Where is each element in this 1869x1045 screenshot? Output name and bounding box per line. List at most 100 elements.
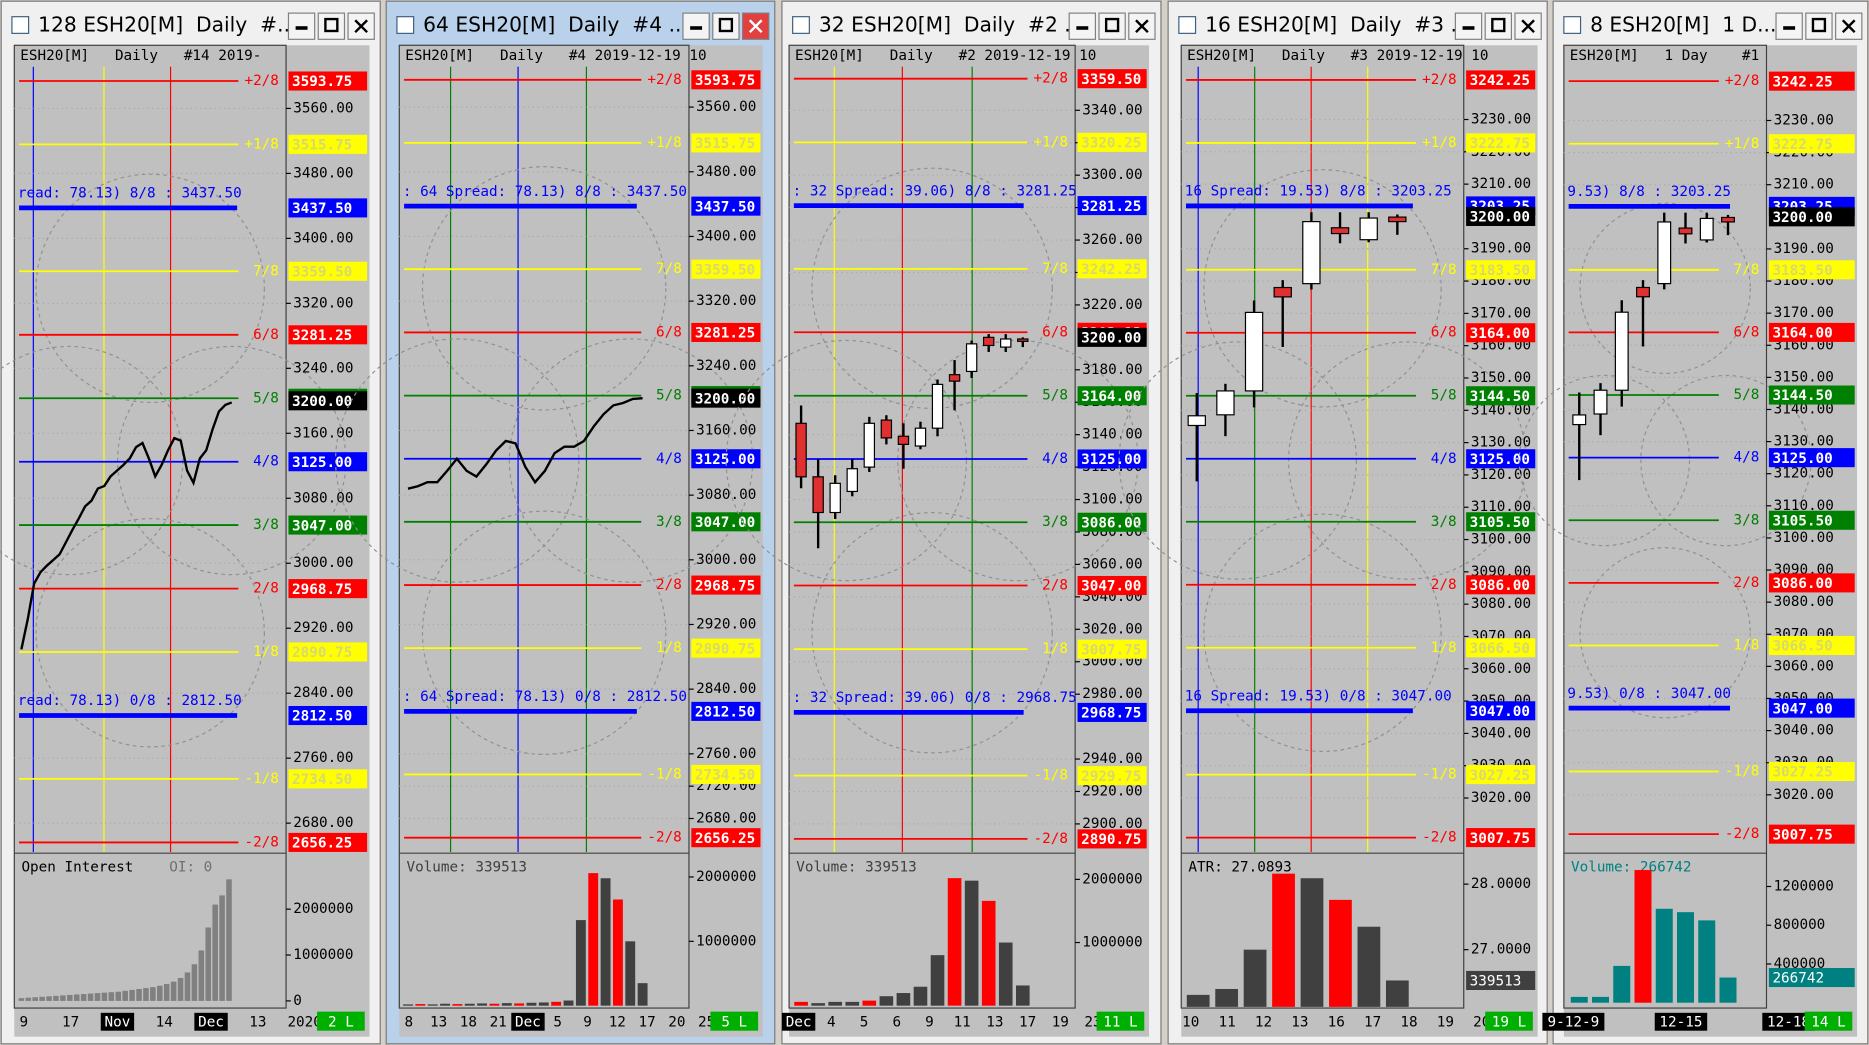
- level-label: 5/8: [656, 388, 682, 404]
- lower-tag: [1768, 967, 1855, 988]
- lower-tag-label: 339513: [1470, 974, 1522, 990]
- maximize-button[interactable]: [1098, 12, 1126, 40]
- price-tag-label: 3222.75: [1772, 137, 1832, 153]
- y-tick-label: 3080.00: [696, 487, 756, 503]
- price-tag: [1077, 702, 1147, 722]
- x-tick-label: Dec: [786, 1014, 812, 1030]
- title-icon: [11, 16, 30, 34]
- x-tick-label: 19: [1437, 1014, 1454, 1030]
- price-tag-label: 3105.50: [1772, 513, 1832, 529]
- volume-bar: [1015, 985, 1030, 1006]
- price-tag-label: 3144.50: [1470, 389, 1530, 405]
- level-label: 6/8: [1042, 324, 1068, 340]
- y-tick-label: 3140.00: [1471, 402, 1531, 418]
- maximize-button[interactable]: [712, 12, 740, 40]
- volume-bar: [67, 994, 73, 1001]
- price-tag-label: 3086.00: [1470, 578, 1530, 594]
- gann-circle: [725, 339, 968, 582]
- candle-body: [1017, 338, 1029, 342]
- candle-body: [948, 374, 961, 382]
- volume-bar: [101, 992, 108, 1001]
- x-tick-label: 5: [553, 1014, 562, 1030]
- volume-bar: [1272, 873, 1295, 1007]
- price-tag: [1768, 385, 1855, 405]
- x-tick-label: 6: [892, 1014, 901, 1030]
- candle-body: [1721, 216, 1735, 223]
- minimize-button[interactable]: [1775, 12, 1803, 40]
- y-tick-label: 3220.00: [1082, 297, 1142, 313]
- price-tag-label: 3593.75: [292, 74, 352, 90]
- price-tag-label: 2929.75: [1081, 769, 1141, 785]
- x-label-highlight: [511, 1012, 545, 1031]
- candle-body: [982, 336, 995, 347]
- candle-body: [795, 422, 807, 478]
- lower-tick-label: 1000000: [293, 947, 353, 963]
- candle-body: [829, 482, 841, 514]
- maximize-button[interactable]: [1805, 12, 1833, 40]
- price-tag-label: 3086.00: [1772, 576, 1832, 592]
- price-tag: [1077, 132, 1147, 152]
- y-tick-label: 3020.00: [1082, 621, 1142, 637]
- status-box: [317, 1011, 365, 1031]
- level-label: +1/8: [1034, 134, 1068, 150]
- close-glyph: [1135, 19, 1149, 34]
- volume-bar: [25, 997, 32, 1001]
- y-tick-label: 3060.00: [1774, 658, 1834, 674]
- status-label: 14 L: [1811, 1014, 1845, 1030]
- maximize-button[interactable]: [1484, 12, 1513, 40]
- current-price-tag: [1077, 327, 1147, 347]
- x-label-highlight: [194, 1012, 228, 1031]
- spread-label: 9.53) 8/8 : 3203.25: [1567, 184, 1731, 200]
- volume-bar: [1329, 899, 1352, 1007]
- chart-header: ESH20[M] Daily #4 2019-12-19 10: [405, 48, 706, 64]
- price-tag-label: 2968.75: [695, 578, 755, 594]
- price-tag: [1466, 575, 1536, 595]
- level-label: 1/8: [656, 640, 682, 656]
- spread-label: : 64 Spread: 78.13) 8/8 : 3437.50: [403, 184, 687, 200]
- volume-bar: [600, 878, 611, 1006]
- level-label: 1/8: [1042, 641, 1068, 657]
- level-label: -2/8: [244, 834, 278, 850]
- y-tick-label: 3040.00: [1774, 723, 1834, 739]
- minimize-glyph: [1462, 26, 1475, 30]
- y-tick-label: 2940.00: [1082, 751, 1142, 767]
- volume-bar: [489, 1003, 500, 1006]
- gann-circle: [334, 338, 580, 583]
- volume-bar: [811, 1003, 825, 1006]
- y-tick-label: 3020.00: [1471, 790, 1531, 806]
- price-tag-label: 3281.25: [695, 326, 755, 342]
- price-tag-label: 2968.75: [1081, 706, 1141, 722]
- lower-panel-label: Volume: 266742: [1571, 859, 1692, 875]
- y-tick-label: 2840.00: [696, 681, 756, 697]
- y-tick-label: 3210.00: [1471, 176, 1531, 192]
- y-tick-label: 3340.00: [1082, 102, 1142, 118]
- candle-body: [1216, 390, 1235, 416]
- maximize-button[interactable]: [317, 12, 346, 40]
- price-tag: [1466, 323, 1536, 343]
- y-tick-label: 3160.00: [696, 422, 756, 438]
- price-tag: [1768, 510, 1855, 530]
- lower-tick-label: 1000000: [696, 933, 756, 949]
- volume-bar: [94, 993, 101, 1001]
- lower-tick-label: 1200000: [1774, 878, 1834, 894]
- candle-body: [1302, 221, 1321, 285]
- level-label: 3/8: [656, 514, 682, 530]
- x-label-highlight: [1654, 1012, 1708, 1031]
- level-label: 1/8: [1431, 640, 1457, 656]
- price-tag: [1077, 575, 1147, 596]
- minimize-glyph: [690, 26, 703, 30]
- level-label: -2/8: [1422, 830, 1456, 846]
- price-tag-label: 3007.75: [1470, 831, 1530, 847]
- level-label: +2/8: [1034, 71, 1068, 87]
- volume-bar: [538, 1002, 549, 1006]
- level-label: 3/8: [1431, 514, 1457, 530]
- gann-circle: [35, 518, 265, 748]
- status-label: 2 L: [328, 1014, 354, 1030]
- lower-tick-label: 400000: [1774, 956, 1826, 972]
- y-tick-label: 2760.00: [696, 746, 756, 762]
- y-tick-label: 2900.00: [1082, 816, 1142, 832]
- price-tag-label: 3222.75: [1470, 136, 1530, 152]
- level-label: -1/8: [1422, 767, 1456, 783]
- status-box: [710, 1011, 759, 1031]
- volume-bar: [947, 878, 962, 1006]
